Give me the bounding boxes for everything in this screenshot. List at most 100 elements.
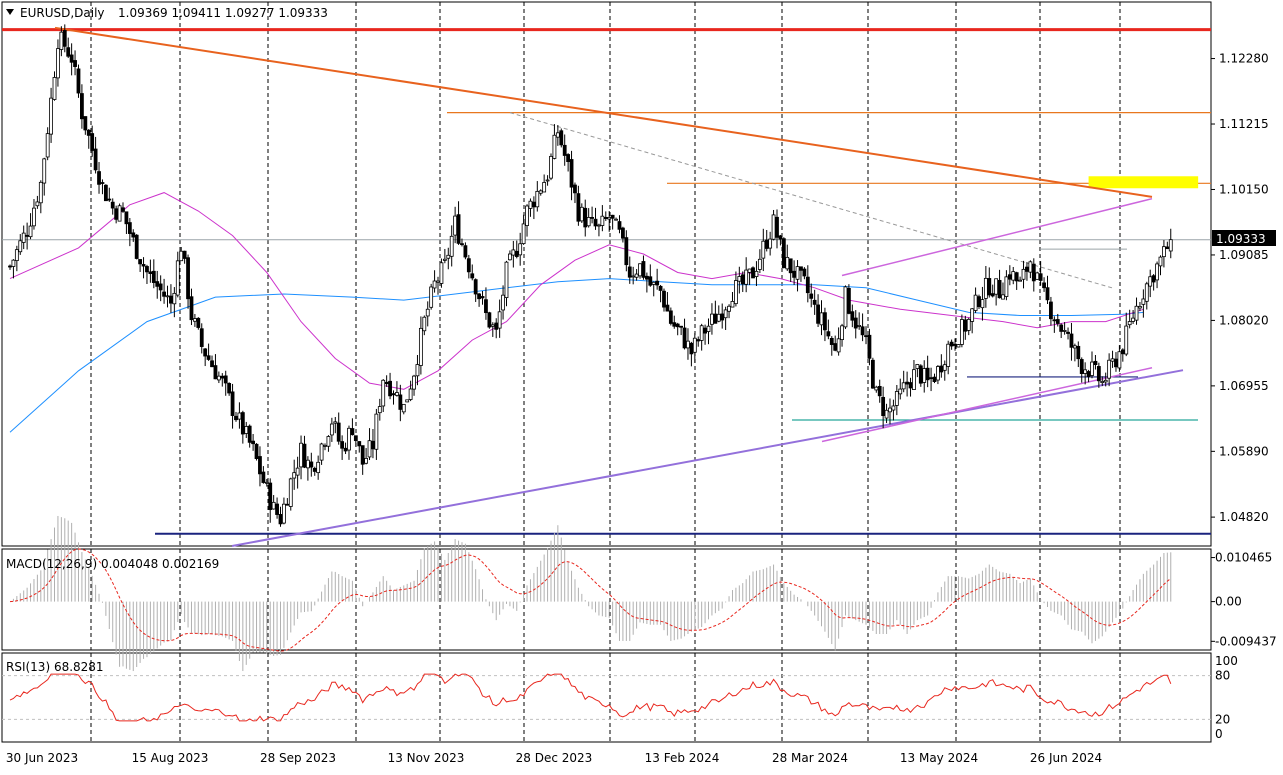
candle-body — [542, 182, 547, 193]
candle-body — [959, 319, 964, 345]
candle-body — [42, 158, 47, 184]
candle-body — [723, 309, 728, 319]
candle-body — [35, 201, 40, 207]
candle-body — [384, 381, 389, 385]
candle-body — [768, 238, 773, 249]
candle-body — [860, 326, 865, 336]
candle-body — [114, 208, 119, 220]
candle-body — [734, 280, 738, 305]
candle-body — [28, 225, 33, 238]
candle-body — [367, 440, 372, 458]
candle-body — [14, 249, 19, 262]
candle-body — [292, 472, 297, 479]
candle-body — [1114, 358, 1118, 368]
dashed-trendline — [509, 112, 1113, 289]
candle-body — [121, 207, 125, 212]
candle-body — [1069, 333, 1074, 348]
y-tick-label: 1.10150 — [1219, 182, 1269, 196]
candle-body — [727, 305, 731, 312]
candle-body — [805, 276, 810, 294]
candle-body — [247, 425, 252, 443]
candle-body — [870, 359, 875, 389]
candle-body — [912, 369, 916, 390]
candle-body — [490, 324, 495, 327]
candle-body — [980, 299, 985, 309]
candle-body — [460, 243, 464, 246]
candle-body — [785, 256, 790, 270]
candle-body — [1062, 330, 1067, 332]
candle-body — [771, 214, 776, 240]
candle-body — [751, 267, 755, 279]
candle-body — [764, 239, 769, 249]
candle-body — [946, 343, 951, 367]
candle-body — [1021, 268, 1026, 280]
candle-body — [453, 215, 458, 236]
candle-body — [196, 317, 201, 328]
candle-body — [720, 313, 725, 321]
candle-body — [549, 155, 553, 179]
candle-body — [573, 184, 577, 194]
candle-body — [398, 394, 403, 410]
candle-body — [59, 31, 64, 50]
candle-body — [778, 235, 783, 240]
candle-body — [25, 234, 30, 237]
candle-body — [302, 443, 307, 468]
candle-body — [38, 181, 43, 204]
candle-body — [508, 253, 512, 261]
candle-body — [843, 286, 848, 328]
candle-body — [480, 296, 485, 299]
candle-body — [840, 325, 844, 341]
candle-body — [545, 179, 550, 182]
candle-body — [189, 296, 194, 321]
candle-body — [1117, 351, 1122, 369]
candle-body — [52, 77, 57, 100]
candle-body — [8, 265, 12, 268]
candle-body — [638, 263, 642, 277]
candle-body — [319, 443, 324, 461]
candle-body — [343, 447, 348, 452]
symbol-label: EURUSD,Daily — [20, 6, 105, 20]
candle-body — [997, 279, 1002, 299]
candle-body — [1042, 282, 1046, 289]
ma-line-MA-blue — [9, 278, 1144, 433]
candle-body — [268, 482, 273, 510]
candle-body — [706, 325, 711, 332]
candle-body — [799, 266, 803, 271]
candle-body — [148, 271, 153, 274]
candle-body — [1155, 263, 1159, 281]
candle-body — [679, 325, 684, 328]
collapse-triangle-icon[interactable] — [6, 9, 14, 15]
candle-body — [117, 205, 122, 222]
candle-body — [816, 304, 820, 324]
candle-body — [442, 258, 447, 261]
candle-body — [977, 296, 981, 307]
candle-body — [641, 261, 646, 278]
candle-body — [504, 261, 509, 299]
candle-body — [576, 193, 581, 222]
candle-body — [925, 367, 930, 381]
candle-body — [316, 461, 321, 474]
macd-tick-label: 0.00 — [1215, 595, 1242, 609]
candle-body — [627, 266, 632, 278]
candle-body — [987, 278, 992, 296]
candle-body — [754, 270, 759, 277]
candle-body — [682, 327, 687, 349]
candle-body — [408, 388, 413, 400]
candle-body — [888, 407, 892, 413]
candle-body — [1014, 272, 1019, 282]
candle-body — [1141, 298, 1146, 305]
candle-body — [216, 375, 221, 381]
candle-body — [258, 456, 262, 475]
candle-body — [1076, 345, 1081, 360]
candle-body — [583, 207, 588, 228]
candle-body — [617, 221, 622, 230]
candle-body — [737, 276, 742, 282]
candle-body — [644, 275, 649, 280]
candle-body — [501, 294, 505, 311]
candle-body — [391, 393, 396, 396]
candle-body — [607, 216, 612, 220]
candle-body — [288, 478, 293, 507]
candle-body — [1103, 379, 1108, 383]
candle-body — [32, 207, 36, 227]
